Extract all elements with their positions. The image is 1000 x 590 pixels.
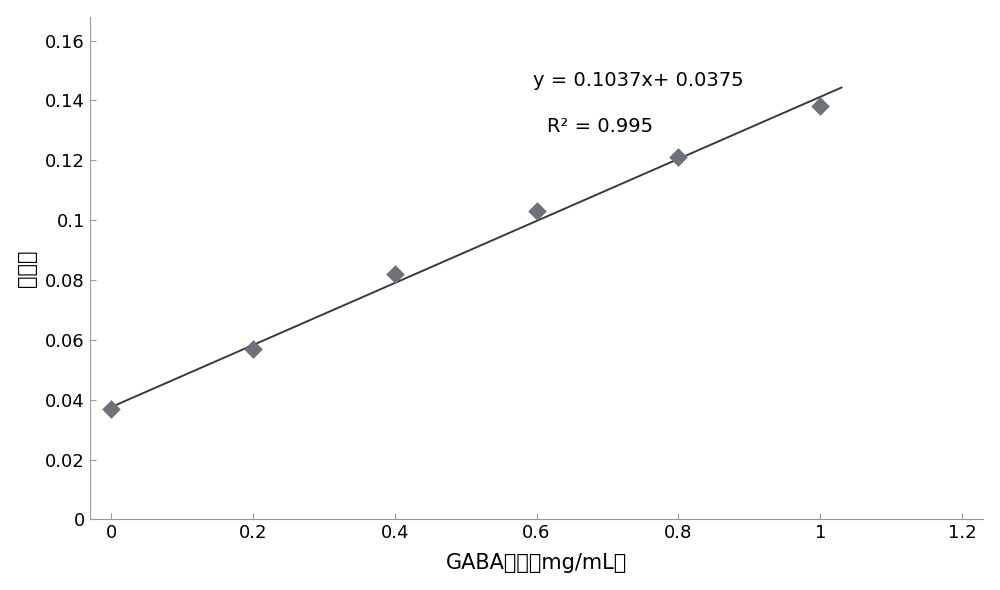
Point xyxy=(245,344,261,353)
Point xyxy=(529,206,545,216)
Point xyxy=(387,269,403,278)
Y-axis label: 吸光值: 吸光值 xyxy=(17,249,37,287)
Point xyxy=(812,101,828,111)
X-axis label: GABA含量（mg/mL）: GABA含量（mg/mL） xyxy=(446,553,627,573)
Text: y = 0.1037x+ 0.0375: y = 0.1037x+ 0.0375 xyxy=(533,71,744,90)
Text: R² = 0.995: R² = 0.995 xyxy=(547,117,653,136)
Point xyxy=(103,404,119,414)
Point xyxy=(670,153,686,162)
